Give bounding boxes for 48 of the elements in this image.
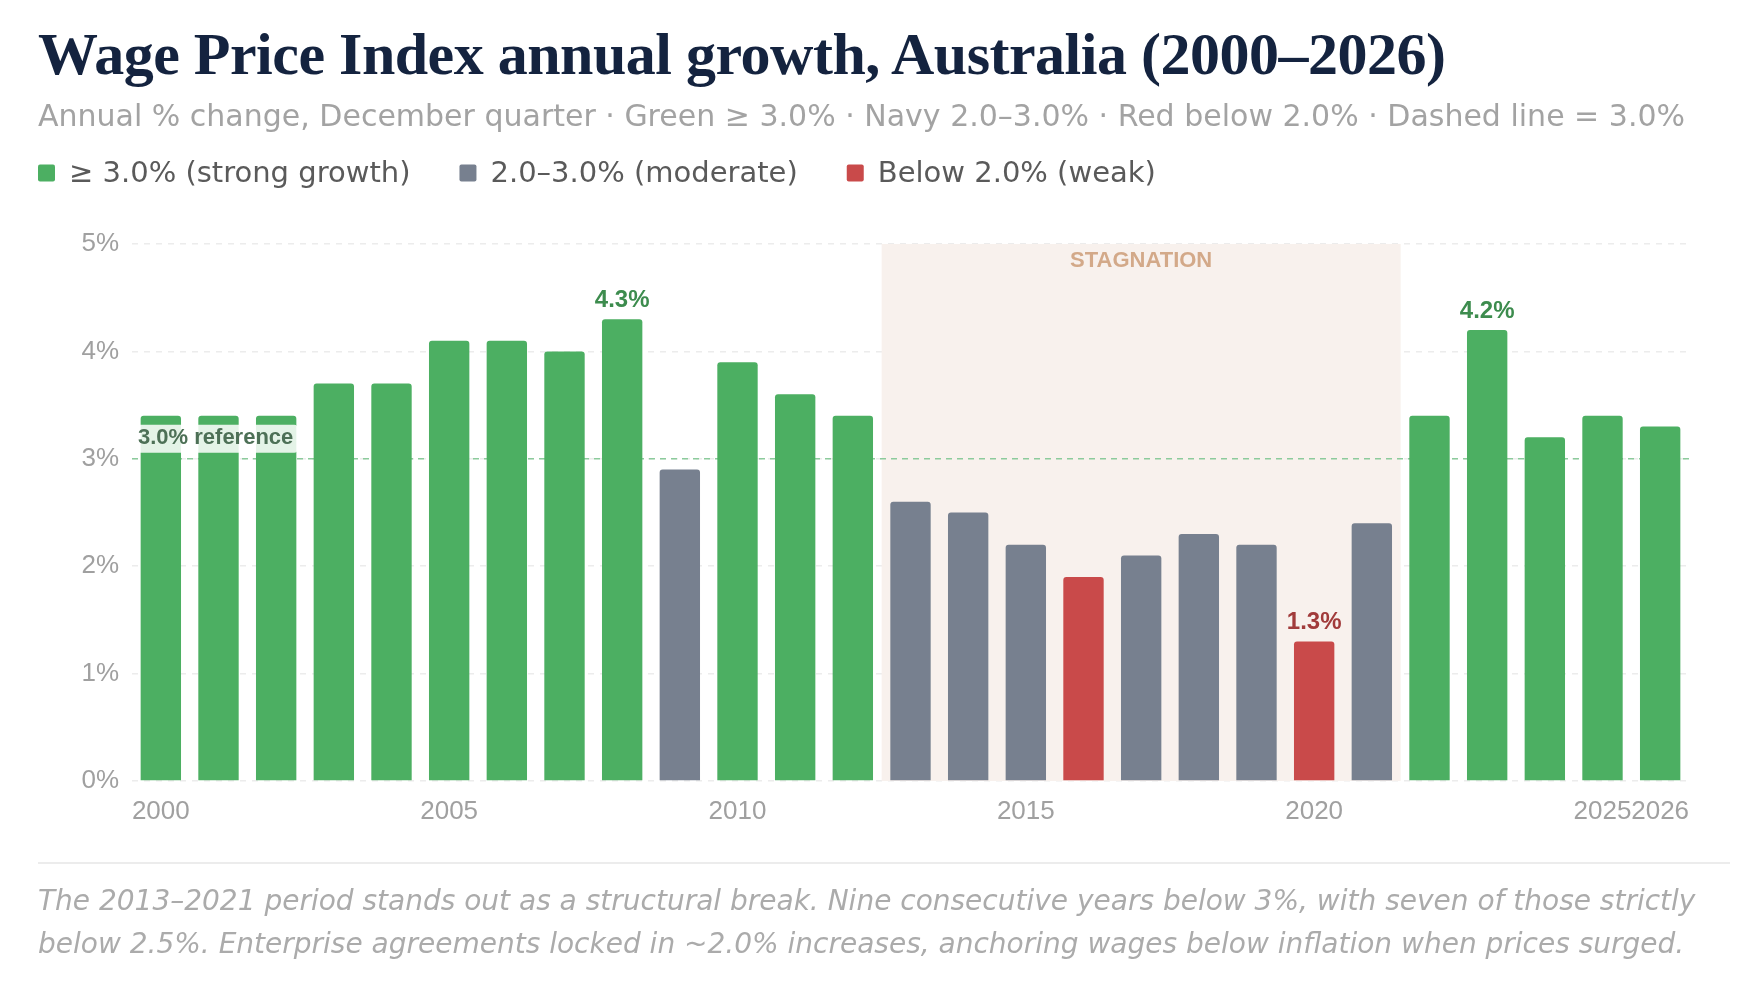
band-label: STAGNATION: [1070, 247, 1213, 273]
bar: [1236, 544, 1277, 781]
x-tick-label: 2025: [1573, 794, 1632, 825]
x-tick-label: 2010: [708, 794, 767, 825]
x-tick-label: 2015: [996, 794, 1055, 825]
x-tick-label: 2020: [1285, 794, 1344, 825]
y-tick-label: 2%: [81, 549, 119, 580]
bar: [890, 501, 931, 781]
bar: [313, 383, 355, 781]
y-tick-label: 4%: [81, 334, 119, 365]
bar: [832, 415, 874, 781]
y-tick-label: 1%: [81, 656, 119, 687]
data-label: 1.3%: [1286, 607, 1342, 635]
bar: [1293, 641, 1335, 781]
bar: [1524, 437, 1566, 781]
bar: [544, 351, 585, 781]
ref-line-label: 3.0% reference: [138, 423, 294, 449]
x-tick-label: 2005: [420, 794, 479, 825]
bar: [1063, 576, 1104, 781]
bar: [1409, 415, 1450, 781]
y-tick-label: 3%: [81, 441, 119, 472]
bar: [371, 383, 412, 781]
bar: [428, 340, 470, 781]
bar: [947, 512, 989, 781]
bar: [659, 469, 701, 781]
legend-label: Below 2.0% (weak): [877, 154, 1156, 189]
x-tick-label: 2000: [131, 794, 190, 825]
bar: [1351, 523, 1393, 781]
x-tick-label: 2026: [1631, 794, 1690, 825]
bar: [774, 394, 816, 781]
bar: [717, 362, 758, 781]
bar: [486, 340, 528, 781]
y-tick-label: 0%: [81, 764, 119, 795]
data-label: 4.3%: [594, 284, 650, 312]
bar: [1178, 533, 1220, 781]
bar: [1005, 544, 1047, 781]
legend-label: 2.0–3.0% (moderate): [490, 154, 798, 189]
chart-subtitle: Annual % change, December quarter · Green ≥ 3.0% · Navy 2.0–3.0% · Red below 2.0% · Dashed line = 3.0%: [38, 98, 1686, 133]
legend-label: ≥ 3.0% (strong growth): [69, 154, 411, 189]
bar: [1466, 329, 1508, 781]
chart-title: Wage Price Index annual growth, Australia (2000–2026): [38, 21, 1446, 87]
bar: [1582, 415, 1623, 781]
data-label: 4.2%: [1459, 295, 1515, 323]
bar: [601, 319, 643, 781]
bar: [1120, 555, 1162, 781]
y-tick-label: 5%: [81, 227, 119, 258]
bar: [1639, 426, 1681, 781]
text: The 2013–2021 period stands out as a structural break. Nine consecutive years below 3%, with seven of those strictly below 2.5%. Enterprise agreements locked in ~2.0% increases, anchoring wages below inflation when prices surged.: [38, 883, 1697, 962]
